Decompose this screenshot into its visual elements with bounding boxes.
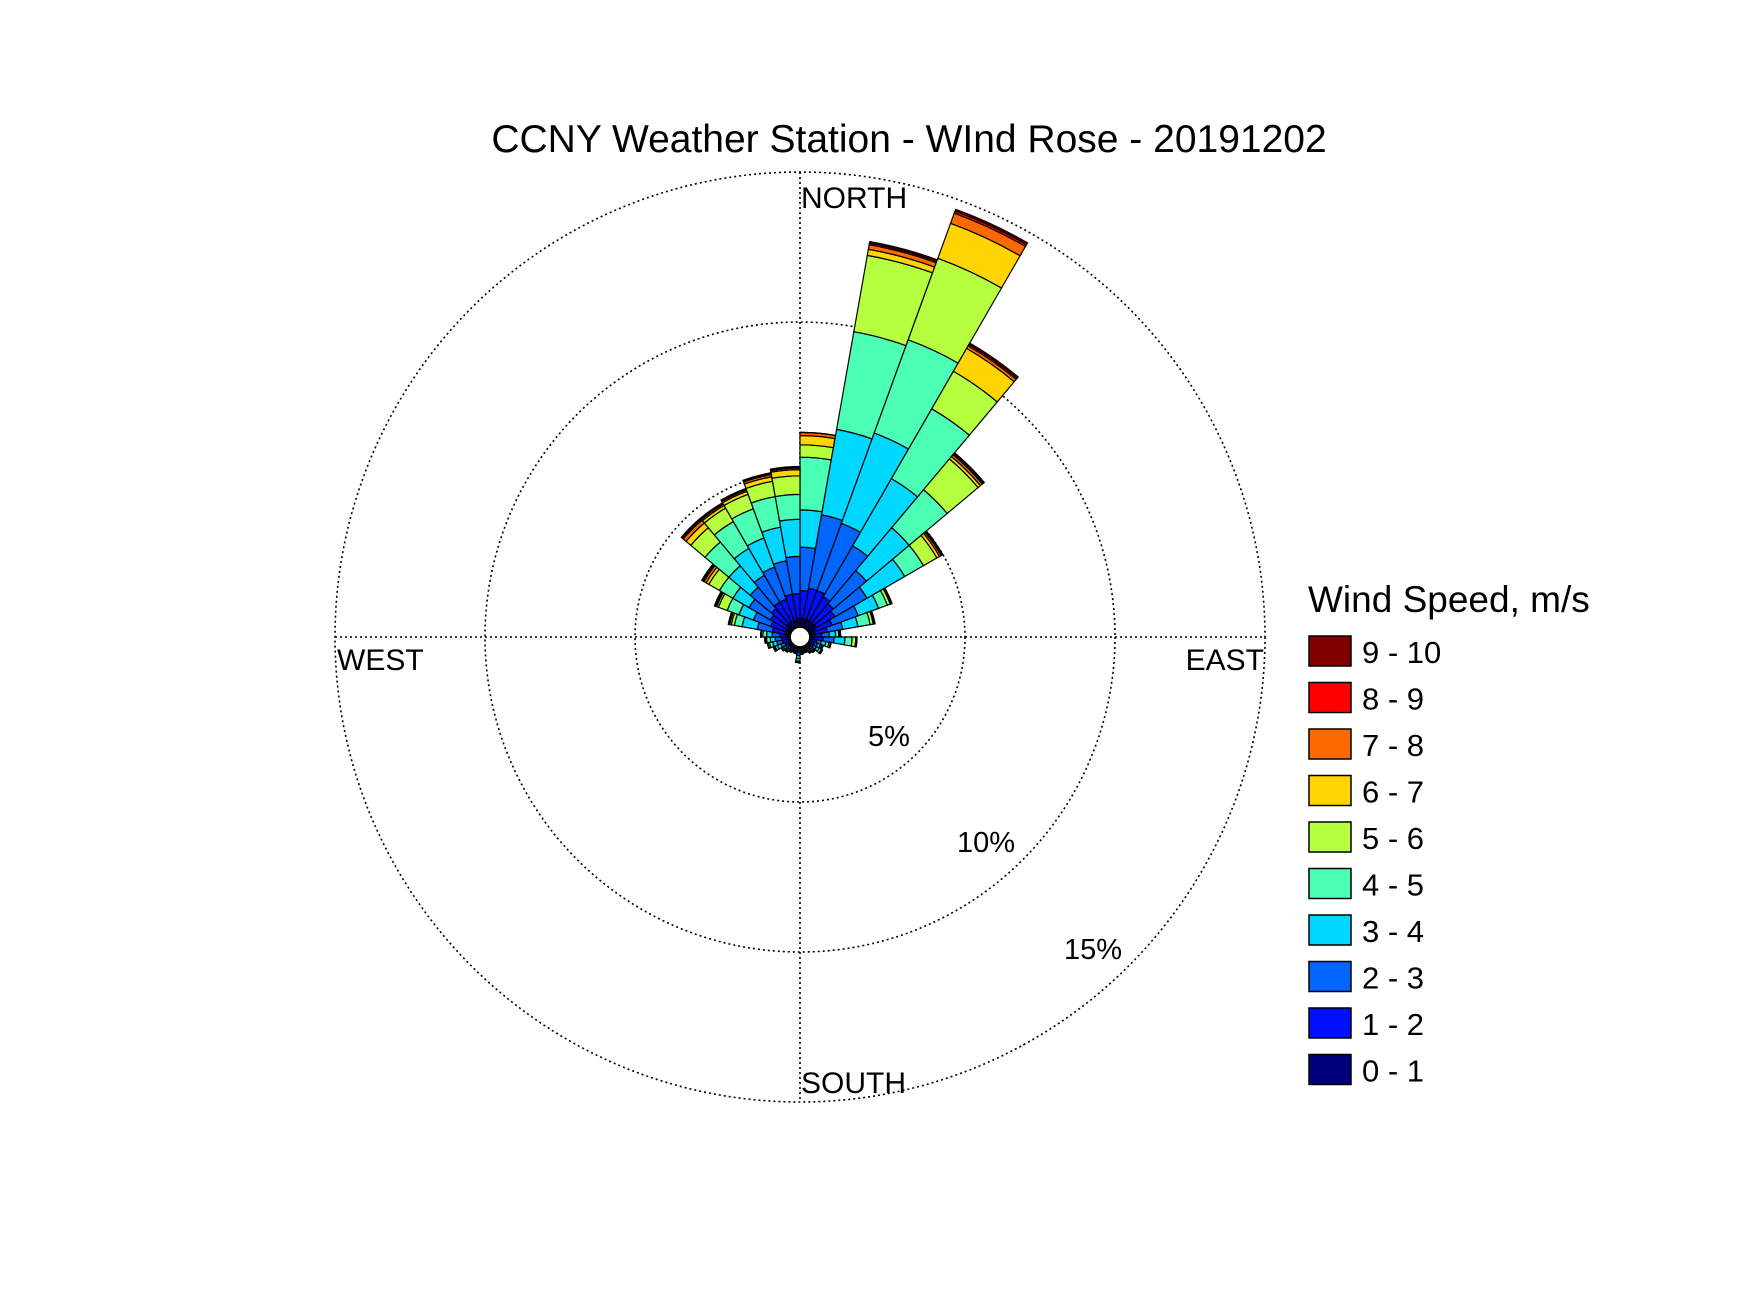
rose-segment-dir120-bin9: [819, 649, 824, 655]
legend-swatch-7: [1308, 960, 1352, 993]
legend-swatch-3: [1308, 774, 1352, 807]
rose-segment-dir270-bin9: [760, 630, 762, 638]
rose-segment-dir60-bin9: [883, 587, 893, 605]
rose-segment-dir350-bin5: [771, 475, 801, 498]
legend-label-5: 4 - 5: [1362, 868, 1424, 903]
rose-segment-dir20-bin9: [954, 208, 1029, 246]
chart-title: CCNY Weather Station - WInd Rose - 20191…: [491, 118, 1326, 161]
rose-segment-dir190-bin9: [793, 652, 798, 655]
legend-swatch-1: [1308, 681, 1352, 714]
legend-swatch-5: [1308, 867, 1352, 900]
rose-segment-dir350-bin9: [769, 465, 801, 471]
east-label: EAST: [1186, 644, 1264, 677]
legend-title: Wind Speed, m/s: [1308, 579, 1590, 620]
legend-label-7: 2 - 3: [1362, 961, 1424, 996]
rose-segment-dir90-bin3: [832, 636, 846, 646]
rose-segment-dir260-bin9: [764, 636, 766, 644]
legend-swatch-9: [1308, 1053, 1352, 1086]
wind-speed-legend: Wind Speed, m/s 9 - 10 8 - 9 7 - 8 6 - 7 5 -…: [1308, 579, 1590, 1089]
ring-label-5: 5%: [868, 721, 910, 753]
legend-label-2: 7 - 8: [1362, 728, 1424, 763]
legend-label-0: 9 - 10: [1362, 635, 1441, 670]
legend-swatch-2: [1308, 728, 1352, 760]
legend-label-6: 3 - 4: [1362, 914, 1424, 949]
rose-segment-dir70-bin9: [870, 610, 876, 625]
legend-label-3: 6 - 7: [1362, 775, 1424, 810]
rose-segment-dir260-bin2: [774, 636, 783, 643]
legend-swatch-6: [1308, 914, 1352, 946]
legend-label-9: 0 - 1: [1362, 1054, 1424, 1089]
wind-rose-bars: [680, 208, 1029, 664]
rose-segment-dir50-bin9: [924, 530, 944, 556]
legend-swatch-8: [1308, 1007, 1352, 1039]
direction-labels: NORTH SOUTH EAST WEST: [337, 182, 1264, 1100]
ring-labels: 5% 10% 15%: [868, 721, 1122, 966]
west-label: WEST: [337, 644, 424, 677]
ring-label-10: 10%: [957, 827, 1015, 859]
legend-label-8: 1 - 2: [1362, 1007, 1424, 1042]
legend-label-4: 5 - 6: [1362, 821, 1424, 856]
rose-segment-dir140-bin9: [808, 650, 813, 654]
rose-segment-dir40-bin9: [952, 451, 986, 485]
rose-segment-dir30-bin9: [968, 342, 1020, 380]
legend-label-1: 8 - 9: [1362, 682, 1424, 717]
rose-segment-dir350-bin4: [774, 493, 801, 522]
legend-swatch-4: [1308, 821, 1352, 853]
south-label: SOUTH: [801, 1067, 906, 1100]
ring-label-15: 15%: [1064, 934, 1122, 966]
legend-swatch-0: [1308, 635, 1352, 667]
rose-segment-dir80-bin2: [820, 631, 831, 638]
center-calm-circle: [789, 626, 811, 648]
north-label: NORTH: [801, 182, 907, 215]
rose-segment-dir80-bin9: [839, 629, 842, 638]
